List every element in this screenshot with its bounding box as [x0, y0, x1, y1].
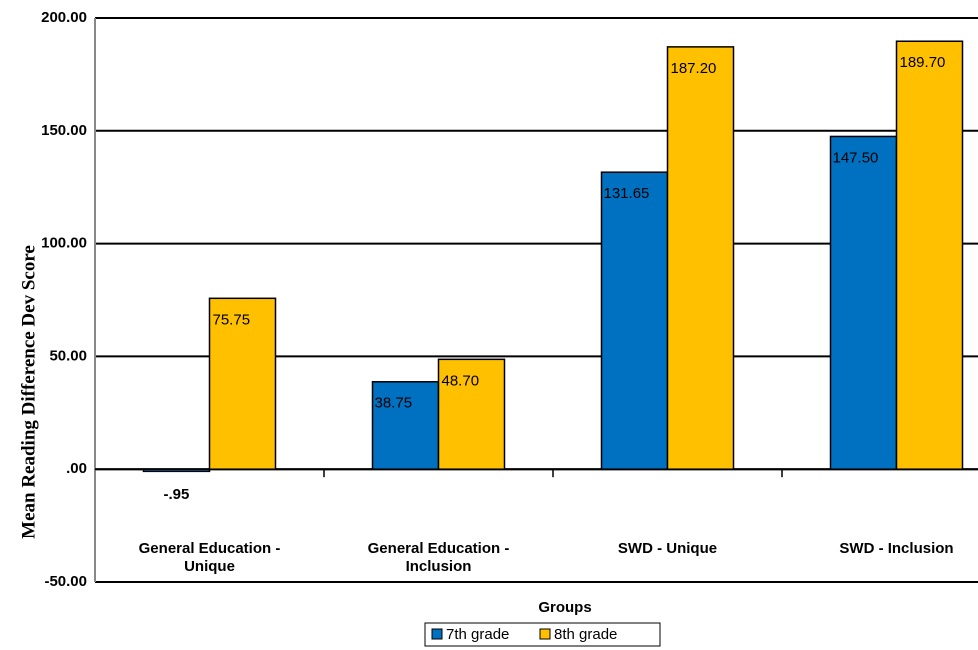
data-label: 48.70	[442, 372, 480, 389]
y-tick-label: 50.00	[49, 347, 87, 364]
x-tick-label: General Education - Inclusion	[367, 540, 510, 575]
bar	[208, 297, 277, 470]
legend-label: 8th grade	[554, 626, 617, 643]
x-axis-title: Groups	[538, 599, 591, 616]
data-label: 189.70	[900, 54, 946, 71]
legend-label: 7th grade	[446, 626, 509, 643]
data-label: 38.75	[375, 395, 413, 412]
bar	[371, 381, 440, 470]
x-tick-label: SWD - Inclusion	[839, 540, 954, 557]
data-label: -.95	[164, 486, 190, 503]
y-tick-label: 150.00	[41, 122, 87, 139]
data-label: 75.75	[213, 311, 251, 328]
x-tick-label: SWD - Unique	[617, 540, 718, 557]
legend-swatch	[431, 628, 443, 640]
y-axis-title: Mean Reading Difference Dev Score	[18, 245, 39, 539]
data-label: 147.50	[833, 149, 879, 166]
y-tick-label: -50.00	[44, 573, 87, 590]
x-tick-label: General Education - Unique	[138, 540, 281, 575]
bar	[666, 46, 735, 470]
y-tick-label: .00	[66, 460, 87, 477]
data-label: 187.20	[671, 60, 717, 77]
y-tick-label: 200.00	[41, 9, 87, 26]
bar	[600, 171, 669, 470]
bar	[829, 135, 898, 470]
bar	[895, 40, 964, 470]
bar	[142, 468, 211, 473]
data-label: 131.65	[604, 185, 650, 202]
y-tick-label: 100.00	[41, 235, 87, 252]
legend-swatch	[539, 628, 551, 640]
bar	[437, 358, 506, 470]
